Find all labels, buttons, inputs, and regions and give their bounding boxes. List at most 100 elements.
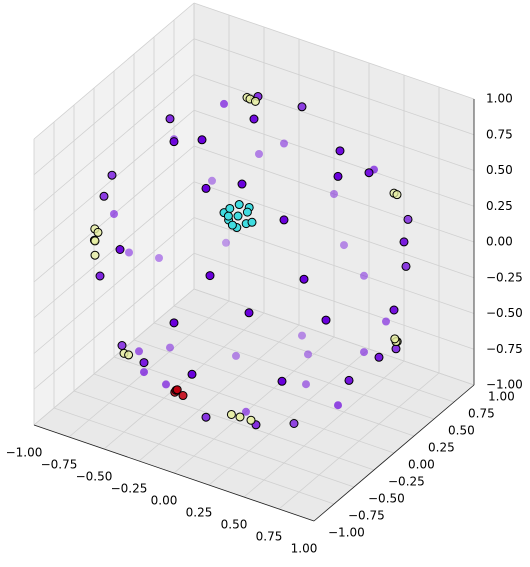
data-point (364, 168, 374, 178)
tick-label: 1.00 (486, 92, 513, 106)
grid-line (33, 181, 195, 319)
tick-label: 1.00 (291, 542, 318, 556)
data-point (226, 409, 236, 419)
data-point (401, 261, 411, 271)
data-point (242, 407, 250, 416)
data-point (298, 331, 306, 340)
data-point (280, 139, 288, 148)
grid-line (33, 38, 195, 176)
grid-line (73, 390, 355, 488)
data-point (178, 391, 188, 401)
grid-line (33, 217, 195, 354)
data-point (208, 176, 216, 185)
data-point (117, 341, 127, 350)
data-point (299, 274, 309, 284)
tick-label: 0.25 (428, 441, 455, 455)
data-point (140, 368, 148, 377)
data-point (344, 375, 354, 385)
grid-line (193, 2, 475, 100)
data-point (232, 351, 240, 360)
data-point (197, 135, 207, 145)
tick-label: −0.25 (486, 270, 523, 284)
data-point (93, 227, 103, 237)
grid-line (193, 181, 475, 279)
tick-label: 0.25 (486, 199, 513, 213)
tick-label: 0.00 (408, 458, 435, 472)
tick-label: 0.75 (468, 407, 495, 421)
grid-line (193, 217, 475, 314)
grid-line (53, 407, 335, 505)
tick-label: −0.50 (368, 492, 405, 506)
axis-line (33, 424, 315, 522)
data-point (289, 419, 299, 428)
grid-line (93, 373, 375, 471)
data-point (360, 271, 368, 280)
data-point (139, 358, 149, 368)
data-point (244, 308, 254, 318)
tick-label: −1.00 (6, 446, 43, 460)
data-point (237, 179, 247, 189)
data-point (392, 190, 402, 200)
grid-line (33, 74, 195, 211)
tick-label: 0.50 (486, 163, 513, 177)
tick-label: 0.00 (151, 494, 178, 508)
data-point (304, 350, 312, 359)
data-point (340, 241, 348, 250)
data-point (205, 271, 215, 281)
data-point (390, 334, 400, 344)
data-point (279, 215, 289, 225)
data-point (399, 237, 409, 247)
data-point (124, 350, 134, 360)
data-point (95, 271, 105, 281)
data-point (115, 245, 125, 254)
tick-label: 0.50 (448, 424, 475, 438)
data-point (246, 415, 256, 425)
tick-label: −0.75 (41, 458, 78, 472)
data-point (166, 343, 174, 352)
data-point (110, 210, 118, 218)
data-point (227, 220, 237, 230)
data-point (360, 348, 368, 357)
data-point (374, 352, 384, 362)
axis-line (313, 384, 475, 522)
tick-label: −1.00 (486, 378, 523, 392)
data-point (165, 114, 175, 124)
data-point (125, 248, 133, 257)
data-point (235, 412, 245, 422)
tick-label: 0.75 (256, 530, 283, 544)
grid-line (193, 252, 475, 350)
tick-label: −0.50 (76, 470, 113, 484)
grid-line (193, 38, 475, 136)
data-point (155, 254, 163, 262)
tick-label: −0.25 (111, 482, 148, 496)
data-point (321, 315, 331, 325)
grid-line (193, 288, 475, 386)
tick-label: 0.50 (221, 518, 248, 532)
data-point (330, 190, 338, 198)
grid-line (193, 145, 475, 243)
data-point (90, 250, 100, 260)
data-point (389, 305, 399, 315)
data-point (233, 211, 243, 221)
data-point (169, 318, 179, 328)
tick-label: −0.75 (348, 509, 385, 523)
data-point (220, 99, 228, 108)
grid-line (33, 2, 195, 140)
grid-line (33, 288, 195, 426)
data-point (277, 376, 287, 386)
tick-label: 0.75 (486, 127, 513, 141)
data-point (223, 211, 233, 221)
data-point (334, 401, 342, 410)
data-point (107, 170, 117, 180)
data-point (99, 191, 109, 201)
grid-line (113, 356, 395, 454)
grid-line (153, 322, 435, 420)
grid-line (193, 109, 475, 207)
tick-label: 0.25 (186, 506, 213, 520)
data-point (250, 96, 260, 106)
data-point (302, 380, 310, 389)
grid-line (173, 305, 455, 403)
tick-label: −0.50 (486, 306, 523, 320)
